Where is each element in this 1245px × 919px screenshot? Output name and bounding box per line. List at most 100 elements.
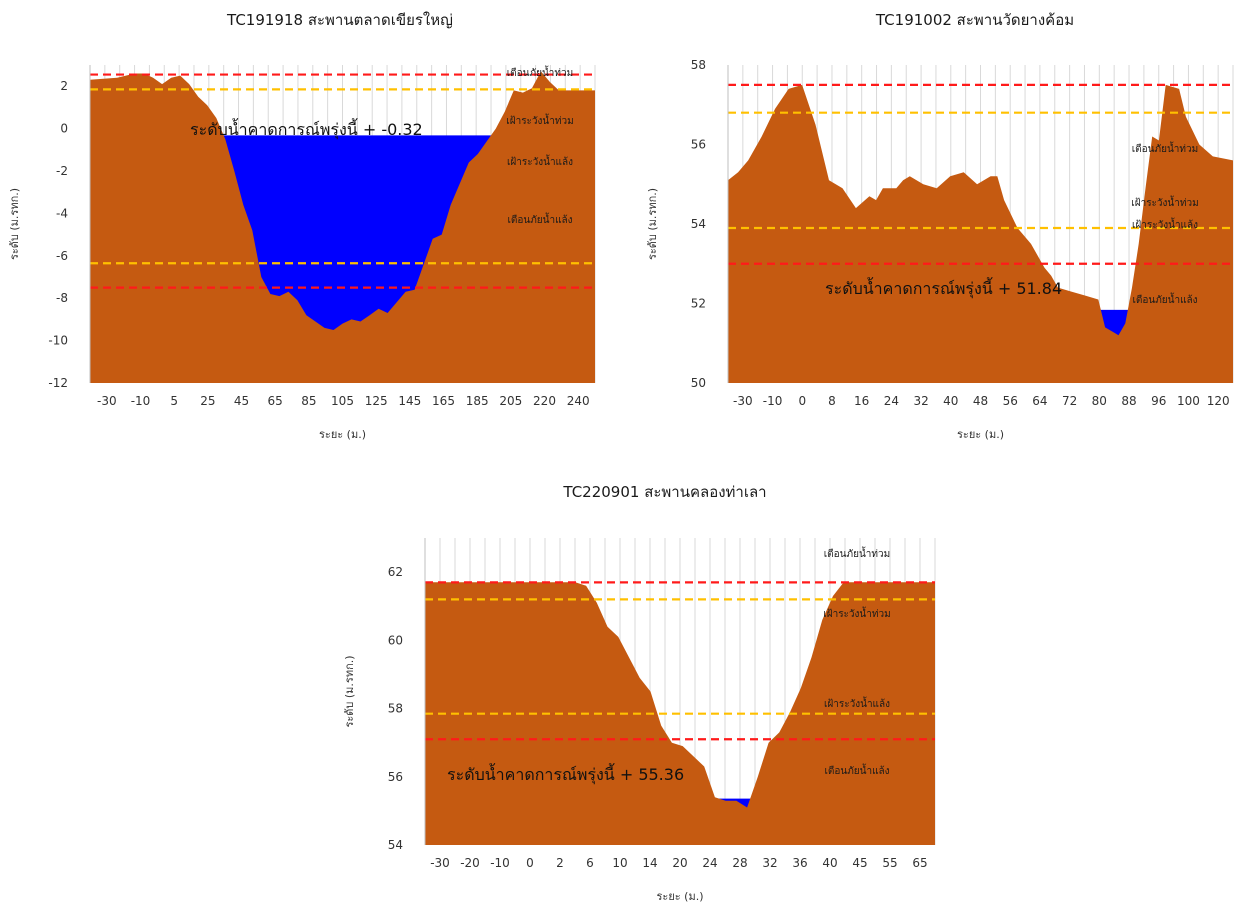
x-tick-label: 145 — [398, 394, 421, 408]
chart-title: TC191002 สะพานวัดยางค้อม — [875, 11, 1074, 29]
x-tick-label: 220 — [533, 394, 556, 408]
x-tick-label: 0 — [798, 394, 806, 408]
forecast-label: ระดับน้ำคาดการณ์พรุ่งนี้ + 55.36 — [447, 763, 684, 785]
x-tick-label: 65 — [268, 394, 283, 408]
y-axis-label: ระดับ (ม.รทก.) — [343, 655, 356, 727]
threshold-label: เฝ้าระวังน้ำท่วม — [823, 606, 890, 620]
x-tick-label: 45 — [852, 856, 867, 870]
x-tick-label: 88 — [1121, 394, 1136, 408]
chart-1: TC191918 สะพานตลาดเขียรใหญ่เตือนภัยน้ำท่… — [8, 11, 596, 441]
x-tick-label: 32 — [913, 394, 928, 408]
y-tick-label: 0 — [60, 122, 68, 136]
y-axis-label: ระดับ (ม.รทก.) — [8, 188, 21, 260]
x-tick-label: 165 — [432, 394, 455, 408]
threshold-label: เตือนภัยน้ำท่วม — [507, 65, 573, 79]
y-tick-label: 52 — [691, 297, 706, 311]
threshold-label: เตือนภัยน้ำแล้ง — [507, 212, 572, 226]
forecast-text: ระดับน้ำคาดการณ์พรุ่งนี้ + — [825, 277, 1016, 299]
riverbed-area — [425, 582, 935, 845]
threshold-label: เฝ้าระวังน้ำท่วม — [506, 113, 573, 127]
x-tick-label: 20 — [672, 856, 687, 870]
x-axis-label: ระยะ (ม.) — [319, 428, 366, 441]
x-tick-label: -30 — [430, 856, 450, 870]
x-tick-label: 6 — [586, 856, 594, 870]
y-tick-label: 56 — [691, 138, 706, 152]
x-tick-label: 24 — [884, 394, 899, 408]
x-tick-label: 2 — [556, 856, 564, 870]
x-tick-label: 48 — [973, 394, 988, 408]
x-axis-label: ระยะ (ม.) — [657, 890, 704, 903]
y-axis-label: ระดับ (ม.รทก.) — [646, 188, 659, 260]
x-tick-label: 100 — [1177, 394, 1200, 408]
x-tick-label: 40 — [822, 856, 837, 870]
x-tick-label: 5 — [170, 394, 178, 408]
x-tick-label: 24 — [702, 856, 717, 870]
threshold-label: เตือนภัยน้ำท่วม — [824, 546, 890, 560]
x-tick-label: 56 — [1003, 394, 1018, 408]
y-tick-label: 62 — [388, 565, 403, 579]
forecast-value: -0.32 — [381, 120, 422, 139]
y-tick-label: -6 — [56, 249, 68, 263]
x-tick-label: 120 — [1207, 394, 1230, 408]
riverbed-area — [728, 84, 1233, 384]
x-tick-label: 96 — [1151, 394, 1166, 408]
x-tick-label: 32 — [762, 856, 777, 870]
x-tick-label: -20 — [460, 856, 480, 870]
forecast-label: ระดับน้ำคาดการณ์พรุ่งนี้ + -0.32 — [190, 118, 423, 140]
x-tick-label: 25 — [200, 394, 215, 408]
y-tick-label: 54 — [388, 838, 403, 852]
chart-2: TC191002 สะพานวัดยางค้อมเตือนภัยน้ำท่วมเ… — [646, 11, 1234, 441]
x-tick-label: 72 — [1062, 394, 1077, 408]
x-tick-label: 10 — [612, 856, 627, 870]
chart-title: TC191918 สะพานตลาดเขียรใหญ่ — [226, 11, 453, 29]
x-tick-label: 28 — [732, 856, 747, 870]
chart-3: TC220901 สะพานคลองท่าเลาเตือนภัยน้ำท่วมเ… — [343, 483, 936, 903]
x-tick-label: -10 — [131, 394, 151, 408]
chart-title: TC220901 สะพานคลองท่าเลา — [562, 483, 766, 501]
threshold-label: เฝ้าระวังน้ำแล้ง — [507, 154, 573, 168]
threshold-label: เฝ้าระวังน้ำแล้ง — [1132, 217, 1198, 231]
y-tick-label: -2 — [56, 164, 68, 178]
x-axis-label: ระยะ (ม.) — [957, 428, 1004, 441]
forecast-value: 51.84 — [1016, 279, 1062, 298]
x-tick-label: 205 — [499, 394, 522, 408]
threshold-label: เตือนภัยน้ำแล้ง — [1132, 292, 1197, 306]
forecast-text: ระดับน้ำคาดการณ์พรุ่งนี้ + — [447, 763, 638, 785]
threshold-label: เฝ้าระวังน้ำแล้ง — [824, 696, 890, 710]
y-tick-label: -8 — [56, 291, 68, 305]
threshold-label: เตือนภัยน้ำแล้ง — [824, 763, 889, 777]
y-tick-label: 56 — [388, 770, 403, 784]
y-tick-label: 50 — [691, 376, 706, 390]
forecast-text: ระดับน้ำคาดการณ์พรุ่งนี้ + — [190, 118, 381, 140]
x-tick-label: 85 — [301, 394, 316, 408]
x-tick-label: 8 — [828, 394, 836, 408]
y-tick-label: -4 — [56, 206, 68, 220]
x-tick-label: 65 — [912, 856, 927, 870]
threshold-label: เตือนภัยน้ำท่วม — [1132, 141, 1198, 155]
x-tick-label: 64 — [1032, 394, 1047, 408]
forecast-value: 55.36 — [638, 765, 684, 784]
x-tick-label: -30 — [733, 394, 753, 408]
y-tick-label: -10 — [48, 334, 68, 348]
y-tick-label: 54 — [691, 217, 706, 231]
x-tick-label: 105 — [331, 394, 354, 408]
x-tick-label: 0 — [526, 856, 534, 870]
x-tick-label: 36 — [792, 856, 807, 870]
y-tick-label: 2 — [60, 79, 68, 93]
x-tick-label: -10 — [763, 394, 783, 408]
x-tick-label: 45 — [234, 394, 249, 408]
forecast-label: ระดับน้ำคาดการณ์พรุ่งนี้ + 51.84 — [825, 277, 1062, 299]
riverbed-area — [90, 71, 595, 384]
y-tick-label: 58 — [388, 702, 403, 716]
x-tick-label: 40 — [943, 394, 958, 408]
x-tick-label: 185 — [466, 394, 489, 408]
threshold-label: เฝ้าระวังน้ำท่วม — [1131, 195, 1198, 209]
y-tick-label: 58 — [691, 58, 706, 72]
x-tick-label: 240 — [567, 394, 590, 408]
x-tick-label: -30 — [97, 394, 117, 408]
x-tick-label: 55 — [882, 856, 897, 870]
y-tick-label: -12 — [48, 376, 68, 390]
x-tick-label: 14 — [642, 856, 657, 870]
y-tick-label: 60 — [388, 633, 403, 647]
